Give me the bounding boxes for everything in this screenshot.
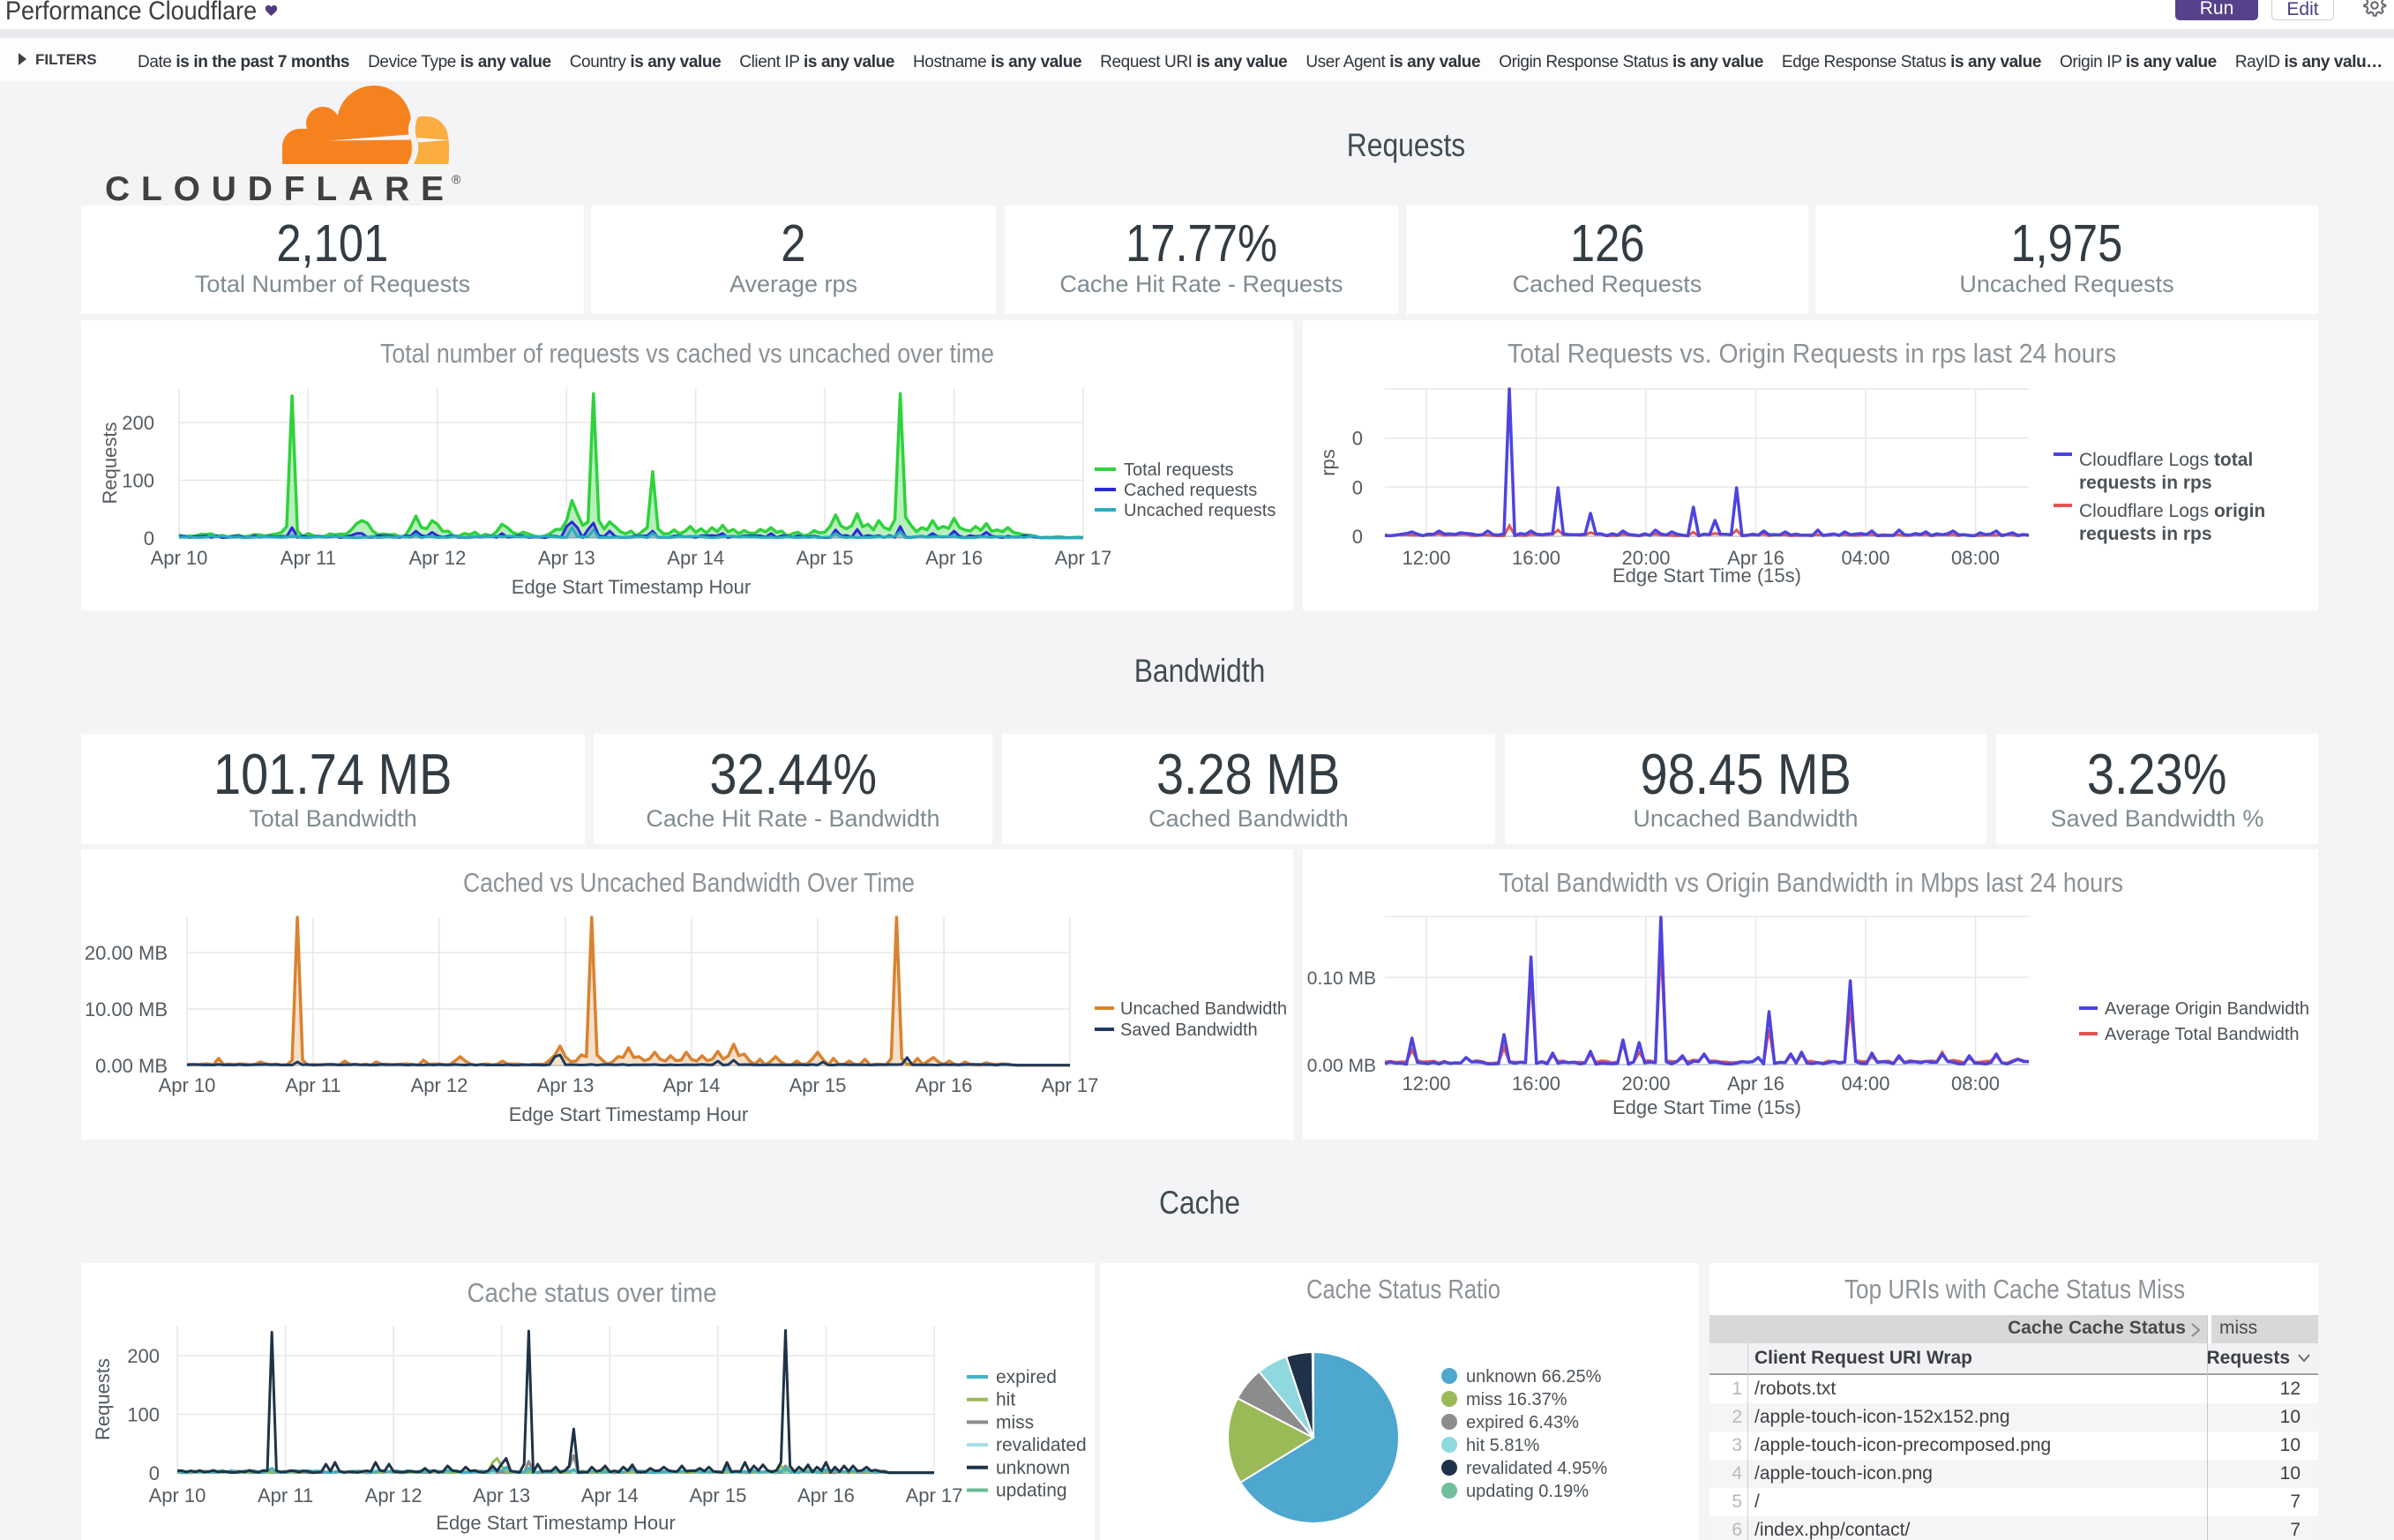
svg-text:10.00 MB: 10.00 MB	[85, 998, 168, 1020]
svg-text:Cache Status Ratio: Cache Status Ratio	[1306, 1274, 1500, 1305]
svg-text:Average Origin Bandwidth: Average Origin Bandwidth	[2105, 999, 2309, 1019]
svg-text:rps: rps	[1317, 449, 1339, 476]
svg-text:20.00 MB: 20.00 MB	[85, 942, 168, 964]
svg-text:Edge Start Timestamp Hour: Edge Start Timestamp Hour	[509, 1103, 748, 1125]
svg-text:Apr 13: Apr 13	[538, 547, 595, 569]
svg-text:requests in rps: requests in rps	[2079, 473, 2212, 493]
svg-text:Apr 15: Apr 15	[689, 1484, 746, 1506]
svg-text:CLOUDFLARE: CLOUDFLARE	[105, 170, 454, 207]
svg-text:Apr 14: Apr 14	[667, 547, 724, 569]
svg-text:Cached vs Uncached Bandwidth O: Cached vs Uncached Bandwidth Over Time	[463, 867, 915, 898]
svg-text:Apr 16: Apr 16	[1727, 547, 1784, 569]
svg-text:0: 0	[1352, 476, 1363, 498]
svg-text:Apr 10: Apr 10	[151, 547, 208, 569]
svg-text:Apr 14: Apr 14	[581, 1484, 639, 1506]
svg-text:Cloudflare Logs origin: Cloudflare Logs origin	[2079, 501, 2265, 521]
svg-text:08:00: 08:00	[1951, 547, 2000, 569]
svg-text:Requests: Requests	[99, 422, 121, 505]
svg-text:0: 0	[144, 527, 154, 549]
svg-text:unknown 66.25%: unknown 66.25%	[1466, 1367, 1602, 1387]
svg-text:Edge Start Time (15s): Edge Start Time (15s)	[1612, 1096, 1801, 1118]
svg-text:updating: updating	[996, 1481, 1067, 1501]
svg-text:updating 0.19%: updating 0.19%	[1466, 1482, 1589, 1501]
svg-text:Apr 17: Apr 17	[906, 1484, 963, 1506]
svg-text:revalidated: revalidated	[996, 1435, 1087, 1455]
svg-text:08:00: 08:00	[1951, 1073, 2000, 1095]
svg-text:Apr 12: Apr 12	[365, 1484, 423, 1506]
svg-text:unknown: unknown	[996, 1458, 1070, 1478]
svg-text:12:00: 12:00	[1402, 547, 1450, 569]
svg-text:expired 6.43%: expired 6.43%	[1466, 1413, 1579, 1432]
svg-text:Edge Start Timestamp Hour: Edge Start Timestamp Hour	[436, 1512, 675, 1534]
svg-text:Saved Bandwidth: Saved Bandwidth	[1120, 1020, 1258, 1040]
svg-text:200: 200	[127, 1345, 160, 1367]
svg-text:miss: miss	[996, 1412, 1034, 1432]
svg-text:Total number of requests vs ca: Total number of requests vs cached vs un…	[380, 338, 994, 369]
svg-text:0: 0	[1352, 526, 1363, 548]
svg-text:Apr 11: Apr 11	[285, 1074, 340, 1096]
svg-text:Apr 10: Apr 10	[159, 1074, 216, 1096]
svg-text:Total Bandwidth vs Origin Band: Total Bandwidth vs Origin Bandwidth in M…	[1499, 867, 2123, 898]
svg-text:0.00 MB: 0.00 MB	[95, 1055, 168, 1077]
svg-text:100: 100	[127, 1404, 160, 1426]
svg-text:16:00: 16:00	[1512, 1073, 1560, 1095]
svg-text:Apr 13: Apr 13	[473, 1484, 530, 1506]
svg-text:20:00: 20:00	[1621, 547, 1670, 569]
svg-text:®: ®	[452, 172, 461, 186]
svg-text:Apr 11: Apr 11	[281, 547, 336, 569]
svg-text:Apr 14: Apr 14	[663, 1074, 721, 1096]
svg-text:Cloudflare Logs total: Cloudflare Logs total	[2079, 450, 2253, 470]
svg-text:0: 0	[149, 1462, 160, 1484]
svg-text:16:00: 16:00	[1512, 547, 1560, 569]
svg-text:Apr 16: Apr 16	[916, 1074, 973, 1096]
svg-text:Apr 15: Apr 15	[789, 1074, 847, 1096]
svg-text:Apr 12: Apr 12	[411, 1074, 468, 1096]
svg-text:miss 16.37%: miss 16.37%	[1466, 1390, 1567, 1409]
svg-text:expired: expired	[996, 1367, 1057, 1387]
svg-text:Apr 15: Apr 15	[797, 547, 854, 569]
svg-text:Average Total Bandwidth: Average Total Bandwidth	[2105, 1025, 2300, 1044]
svg-text:Cache status over time: Cache status over time	[468, 1277, 717, 1308]
svg-text:Total Requests vs. Origin Requ: Total Requests vs. Origin Requests in rp…	[1507, 338, 2116, 369]
svg-text:revalidated 4.95%: revalidated 4.95%	[1466, 1459, 1607, 1478]
svg-text:requests in rps: requests in rps	[2079, 524, 2212, 544]
svg-text:0.10 MB: 0.10 MB	[1307, 968, 1376, 989]
svg-text:0: 0	[1352, 428, 1363, 450]
svg-text:Apr 17: Apr 17	[1055, 547, 1112, 569]
svg-text:hit 5.81%: hit 5.81%	[1466, 1436, 1540, 1455]
svg-text:200: 200	[122, 412, 154, 434]
svg-text:Apr 13: Apr 13	[537, 1074, 595, 1096]
svg-text:hit: hit	[996, 1390, 1015, 1410]
svg-text:Apr 11: Apr 11	[258, 1484, 313, 1506]
svg-text:20:00: 20:00	[1621, 1073, 1670, 1095]
svg-text:Apr 12: Apr 12	[408, 547, 466, 569]
svg-text:Uncached requests: Uncached requests	[1124, 501, 1276, 520]
svg-text:Cached requests: Cached requests	[1124, 481, 1257, 500]
svg-text:Edge Start Timestamp Hour: Edge Start Timestamp Hour	[512, 576, 751, 598]
svg-text:Edge Start Time (15s): Edge Start Time (15s)	[1612, 564, 1801, 587]
svg-text:Apr 16: Apr 16	[1727, 1073, 1784, 1095]
svg-text:100: 100	[122, 470, 154, 492]
svg-text:04:00: 04:00	[1841, 547, 1889, 569]
svg-text:0.00 MB: 0.00 MB	[1307, 1056, 1376, 1076]
svg-text:Apr 17: Apr 17	[1042, 1074, 1099, 1096]
svg-text:Apr 10: Apr 10	[149, 1484, 206, 1506]
svg-text:Requests: Requests	[92, 1358, 114, 1440]
svg-text:12:00: 12:00	[1402, 1073, 1450, 1095]
svg-text:Apr 16: Apr 16	[925, 547, 983, 569]
svg-text:Apr 16: Apr 16	[797, 1484, 855, 1506]
svg-text:Uncached Bandwidth: Uncached Bandwidth	[1120, 999, 1287, 1019]
svg-text:04:00: 04:00	[1841, 1073, 1889, 1095]
svg-text:Total requests: Total requests	[1124, 460, 1234, 480]
svg-text:Top URIs with Cache Status Mis: Top URIs with Cache Status Miss	[1844, 1274, 2185, 1305]
